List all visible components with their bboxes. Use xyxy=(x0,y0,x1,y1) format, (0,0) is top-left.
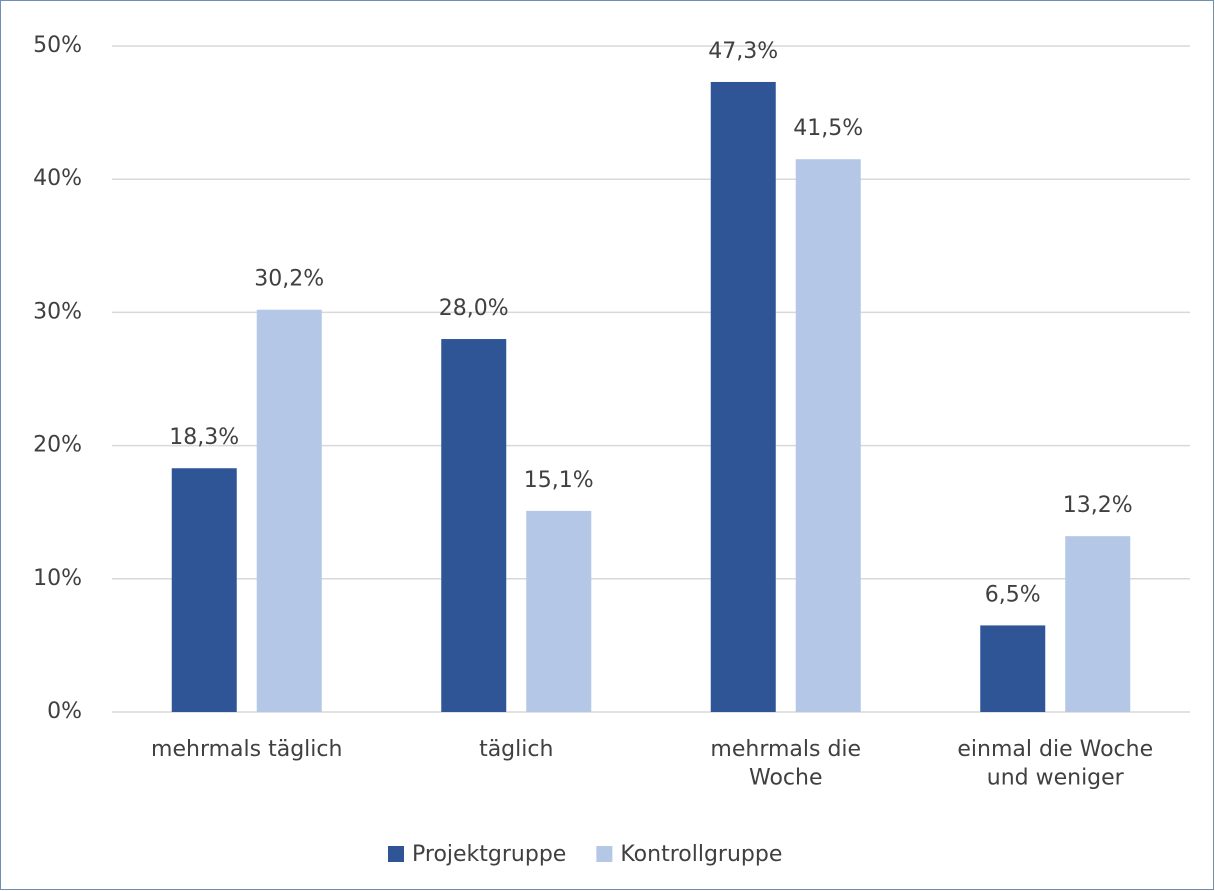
legend-swatch xyxy=(596,846,613,862)
x-tick-label: mehrmals täglich xyxy=(151,737,342,762)
data-label: 47,3% xyxy=(708,39,778,64)
bar xyxy=(256,309,322,712)
bar xyxy=(441,339,507,712)
data-label: 15,1% xyxy=(524,468,594,493)
y-tick-label: 20% xyxy=(33,433,82,458)
legend-label: Projektgruppe xyxy=(412,842,566,867)
legend-label: Kontrollgruppe xyxy=(620,842,782,867)
y-tick-label: 50% xyxy=(33,33,82,58)
bar xyxy=(1065,536,1131,712)
data-label: 30,2% xyxy=(254,267,324,292)
x-tick-label: täglich xyxy=(479,737,553,762)
x-tick-label: mehrmals die Woche xyxy=(710,737,861,791)
bar xyxy=(171,468,237,712)
bar xyxy=(795,159,861,713)
y-tick-label: 40% xyxy=(33,166,82,191)
y-tick-label: 30% xyxy=(33,299,82,324)
bar xyxy=(710,81,776,713)
x-tick-label: einmal die Woche und weniger xyxy=(957,737,1153,791)
bar xyxy=(526,510,592,712)
y-tick-label: 0% xyxy=(47,699,82,724)
bar xyxy=(980,625,1046,712)
data-label: 41,5% xyxy=(793,116,863,141)
data-label: 18,3% xyxy=(169,425,239,450)
y-tick-label: 10% xyxy=(33,566,82,591)
data-label: 6,5% xyxy=(985,582,1041,607)
data-label: 13,2% xyxy=(1063,493,1133,518)
legend-swatch xyxy=(388,846,404,862)
data-label: 28,0% xyxy=(439,296,509,321)
